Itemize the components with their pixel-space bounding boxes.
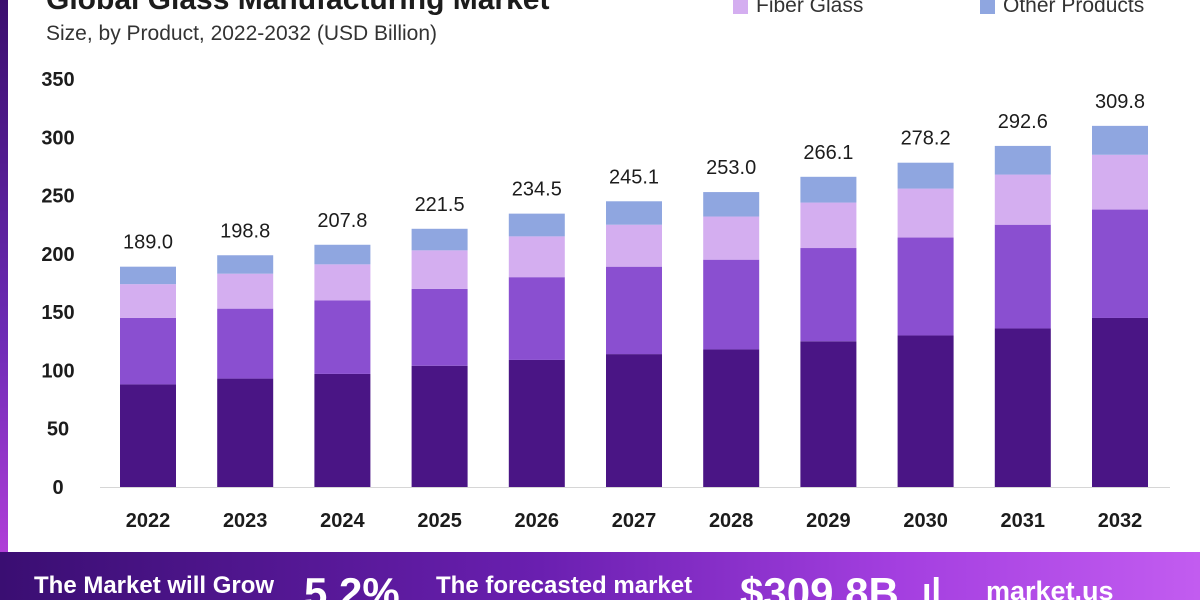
- bar-segment-other-products-2024: [314, 244, 371, 265]
- bar-segment-container-glass-2027: [606, 354, 662, 487]
- total-label-2026: 234.5: [512, 179, 562, 201]
- y-tick-label-350: 350: [41, 69, 74, 91]
- y-tick-label-0: 0: [52, 477, 63, 499]
- footer-banner: The Market will Grow 5.2% The forecasted…: [0, 552, 1200, 600]
- x-tick-label-2023: 2023: [223, 510, 268, 532]
- bar-segment-other-products-2027: [606, 201, 662, 225]
- x-tick-label-2025: 2025: [417, 510, 462, 532]
- brand-name: market.us: [986, 576, 1114, 600]
- bar-segment-flat-glass-2031: [994, 224, 1051, 329]
- bar-segment-flat-glass-2022: [120, 317, 176, 385]
- bar-segment-other-products-2030: [897, 162, 954, 189]
- bar-segment-fiber-glass-2026: [508, 236, 565, 278]
- bar-segment-container-glass-2029: [800, 341, 857, 487]
- y-tick-label-100: 100: [41, 360, 74, 382]
- legend-label-other-products: Other Products: [1003, 0, 1145, 17]
- total-label-2028: 253.0: [706, 157, 756, 179]
- bar-segment-fiber-glass-2030: [897, 188, 954, 238]
- bar-segment-container-glass-2024: [314, 373, 371, 487]
- total-label-2027: 245.1: [609, 166, 659, 188]
- bar-segment-container-glass-2025: [411, 365, 468, 487]
- bar-segment-container-glass-2032: [1092, 317, 1148, 487]
- bar-segment-flat-glass-2023: [217, 308, 274, 379]
- x-tick-label-2026: 2026: [515, 510, 560, 532]
- bar-segment-other-products-2029: [800, 176, 857, 203]
- total-label-2031: 292.6: [998, 111, 1048, 133]
- y-tick-label-150: 150: [41, 302, 74, 324]
- bar-segment-other-products-2031: [994, 145, 1051, 175]
- x-tick-label-2032: 2032: [1098, 510, 1143, 532]
- total-label-2025: 221.5: [415, 194, 465, 216]
- chart-subtitle: Size, by Product, 2022-2032 (USD Billion…: [46, 22, 438, 45]
- bar-segment-flat-glass-2030: [897, 237, 954, 336]
- chart-title: Global Glass Manufacturing Market: [46, 0, 549, 17]
- bar-segment-fiber-glass-2023: [217, 273, 274, 309]
- x-tick-label-2027: 2027: [612, 510, 657, 532]
- y-tick-label-200: 200: [41, 244, 74, 266]
- brand-logo-icon: ıl: [922, 572, 941, 600]
- bar-segment-other-products-2032: [1092, 125, 1148, 155]
- legend-item-fiber-glass: Fiber Glass: [733, 0, 863, 18]
- footer-grow-text: The Market will Grow: [34, 572, 275, 599]
- legend-item-other-products: Other Products: [980, 0, 1144, 18]
- bar-segment-flat-glass-2028: [703, 259, 760, 350]
- bar-segment-container-glass-2030: [897, 335, 954, 487]
- x-tick-label-2031: 2031: [1001, 510, 1046, 532]
- footer-cagr-value: 5.2%: [304, 569, 400, 600]
- bar-segment-other-products-2026: [508, 213, 565, 237]
- total-label-2023: 198.8: [220, 220, 270, 242]
- legend-label-fiber-glass: Fiber Glass: [756, 0, 864, 17]
- bar-segment-flat-glass-2024: [314, 300, 371, 374]
- bar-segment-container-glass-2026: [508, 359, 565, 487]
- x-tick-label-2030: 2030: [903, 510, 948, 532]
- bar-segment-fiber-glass-2025: [411, 250, 468, 289]
- bar-segment-other-products-2023: [217, 255, 274, 274]
- bar-segment-other-products-2022: [120, 266, 176, 285]
- footer-forecast-text: The forecasted market: [436, 572, 693, 599]
- total-label-2024: 207.8: [317, 210, 367, 232]
- total-label-2022: 189.0: [123, 232, 173, 254]
- stacked-bar-chart: 0 50 100 150 200 250 300 350 189.0 2022 198.8 2023 2…: [41, 69, 1170, 532]
- bar-segment-container-glass-2031: [994, 328, 1051, 487]
- y-tick-label-50: 50: [47, 419, 69, 441]
- bar-segment-flat-glass-2029: [800, 248, 857, 342]
- footer-forecast-value: $309.8B: [740, 569, 899, 600]
- bar-segment-flat-glass-2026: [508, 277, 565, 360]
- x-tick-label-2022: 2022: [126, 510, 171, 532]
- bar-segment-fiber-glass-2031: [994, 174, 1051, 225]
- x-tick-label-2024: 2024: [320, 510, 365, 532]
- y-tick-label-300: 300: [41, 127, 74, 149]
- y-tick-label-250: 250: [41, 186, 74, 208]
- bar-segment-other-products-2025: [411, 228, 468, 251]
- legend-swatch-fiber-glass: [733, 0, 748, 14]
- bar-segment-container-glass-2028: [703, 349, 760, 487]
- bar-segment-container-glass-2022: [120, 384, 176, 487]
- bar-segment-flat-glass-2027: [606, 266, 662, 355]
- total-label-2032: 309.8: [1095, 91, 1145, 113]
- bar-segment-flat-glass-2032: [1092, 209, 1148, 318]
- bar-segment-fiber-glass-2027: [606, 224, 662, 267]
- bar-segment-fiber-glass-2029: [800, 202, 857, 249]
- total-label-2030: 278.2: [901, 128, 951, 150]
- bar-segment-fiber-glass-2032: [1092, 154, 1148, 210]
- total-label-2029: 266.1: [803, 142, 853, 164]
- bar-segment-flat-glass-2025: [411, 288, 468, 366]
- bar-segment-fiber-glass-2028: [703, 216, 760, 260]
- legend-swatch-other-products: [980, 0, 995, 14]
- bar-segment-fiber-glass-2022: [120, 284, 176, 318]
- bar-segment-container-glass-2023: [217, 378, 274, 487]
- bar-segment-other-products-2028: [703, 192, 760, 217]
- left-accent-bar: [0, 0, 8, 560]
- x-tick-label-2029: 2029: [806, 510, 851, 532]
- bar-segment-fiber-glass-2024: [314, 264, 371, 301]
- x-tick-label-2028: 2028: [709, 510, 754, 532]
